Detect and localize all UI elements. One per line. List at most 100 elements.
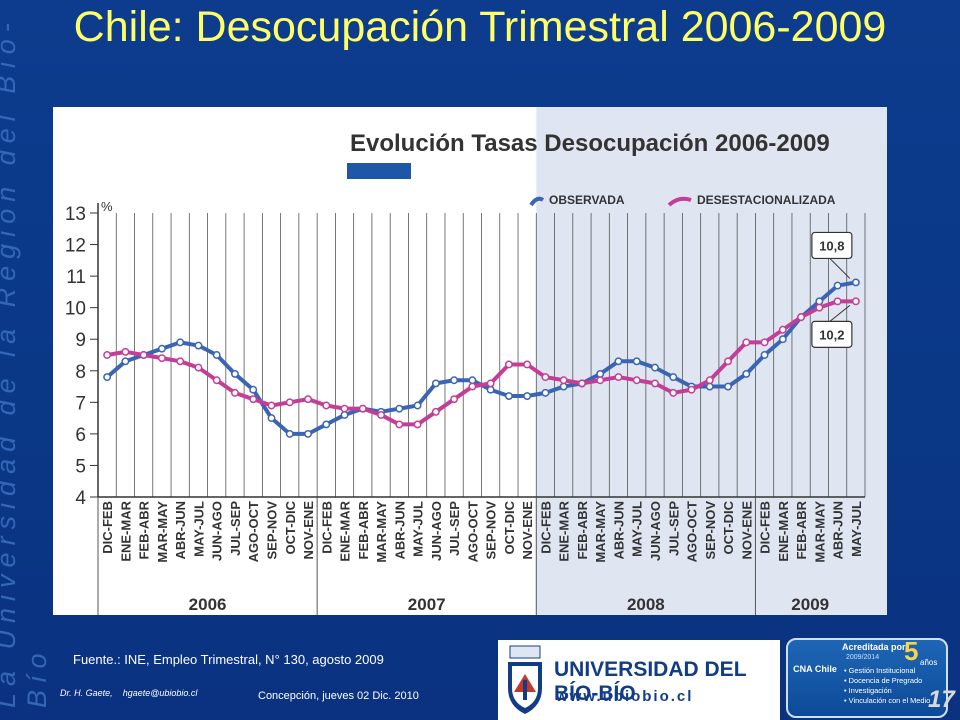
data-point <box>194 341 203 350</box>
x-tick-label: DIC-FEB <box>758 501 773 554</box>
x-tick-label: DIC-FEB <box>319 501 334 554</box>
accreditation-years: 5 <box>904 636 919 666</box>
y-tick-label: 9 <box>75 330 86 351</box>
data-point <box>742 369 751 378</box>
chart-svg: Evolución Tasas Desocupación 2006-2009 O… <box>65 107 887 615</box>
data-point <box>431 379 440 388</box>
data-point <box>249 385 258 394</box>
data-point <box>815 303 824 312</box>
data-point <box>157 344 166 353</box>
x-tick-label: JUL-SEP <box>666 501 681 556</box>
x-tick-label: NOV-ENE <box>520 501 535 560</box>
chart-legend: OBSERVADA DESESTACIONALIZADA <box>529 193 836 207</box>
legend-swatch-observada <box>529 196 545 207</box>
data-point <box>559 382 568 391</box>
data-point <box>486 385 495 394</box>
data-point <box>523 360 532 369</box>
y-tick-label: 6 <box>75 425 86 446</box>
accreditation-list: Gestión Institucional Docencia de Pregra… <box>844 666 931 706</box>
y-axis-label: % <box>101 199 113 214</box>
author-line: Dr. H. Gaete, hgaete@ubiobio.cl <box>60 688 197 698</box>
callout-leader <box>829 258 851 279</box>
year-group-label: 2009 <box>791 595 829 614</box>
data-point <box>705 382 714 391</box>
x-tick-label: FEB-ABR <box>137 500 152 559</box>
data-point <box>669 373 678 382</box>
x-tick-label: SEP-NOV <box>264 501 279 560</box>
x-tick-label: MAY-JUL <box>630 501 645 557</box>
legend-label-desestacionalizada: DESESTACIONALIZADA <box>697 193 836 207</box>
x-tick-label: NOV-ENE <box>301 501 316 560</box>
data-point <box>724 357 732 366</box>
x-tick-label: SEP-NOV <box>703 501 718 560</box>
year-group-label: 2008 <box>627 595 665 614</box>
x-tick-label: JUN-AGO <box>429 501 444 561</box>
x-tick-label: ABR-JUN <box>831 501 846 560</box>
data-point <box>833 281 842 290</box>
y-tick-label: 8 <box>75 362 86 383</box>
data-point <box>322 401 331 410</box>
data-point <box>596 376 605 385</box>
x-tick-label: JUN-AGO <box>648 501 663 561</box>
x-tick-label: DIC-FEB <box>100 501 115 554</box>
data-point <box>377 411 386 419</box>
x-tick-label: FEB-ABR <box>794 500 809 559</box>
accreditation-agency: CNA Chile <box>793 664 837 674</box>
data-point <box>577 379 586 388</box>
x-tick-label: ENE-MAR <box>557 500 572 561</box>
callout-label: 10,8 <box>819 238 844 253</box>
data-point <box>687 385 696 394</box>
data-point <box>651 379 659 388</box>
x-tick-label: MAR-MAY <box>593 501 608 563</box>
y-tick-label: 4 <box>75 488 86 509</box>
data-point <box>139 351 148 359</box>
accreditation-item: Gestión Institucional <box>844 666 930 676</box>
side-watermark-text: La Universidad de la Región del Bío-Bío <box>0 16 52 708</box>
data-point <box>304 395 312 404</box>
chart-container: Evolución Tasas Desocupación 2006-2009 O… <box>53 107 887 615</box>
data-point <box>358 404 367 413</box>
data-point <box>413 401 422 410</box>
data-point <box>304 429 312 438</box>
data-point <box>176 357 185 366</box>
data-point <box>815 297 824 306</box>
data-point <box>541 373 550 382</box>
slide-title: Chile: Desocupación Trimestral 2006-2009 <box>73 3 887 51</box>
data-point <box>322 420 331 429</box>
data-point <box>669 388 678 397</box>
data-point <box>212 376 221 385</box>
data-point <box>285 429 294 438</box>
data-point <box>340 404 349 413</box>
data-point <box>851 278 860 287</box>
university-name: UNIVERSIDAD DEL BÍO-BÍO <box>554 658 747 705</box>
x-tick-label: MAR-MAY <box>812 501 827 563</box>
data-point <box>231 388 239 397</box>
data-point <box>121 347 130 356</box>
x-tick-label: NOV-ENE <box>739 501 754 560</box>
callout-leader <box>829 304 851 322</box>
data-point <box>851 297 860 306</box>
callout-label: 10,2 <box>819 327 844 342</box>
data-point <box>778 325 787 334</box>
legend-label-observada: OBSERVADA <box>549 193 625 207</box>
x-tick-label: OCT-DIC <box>721 500 736 554</box>
accreditation-item: Investigación <box>844 686 930 696</box>
data-point <box>267 401 276 410</box>
x-tick-label: OCT-DIC <box>502 500 517 554</box>
author-email: hgaete@ubiobio.cl <box>122 688 198 698</box>
accreditation-years-label: años <box>920 658 938 667</box>
accreditation-badge: Acreditada por 5 años 2009/2014 CNA Chil… <box>786 636 948 718</box>
data-point <box>559 376 568 385</box>
y-tick-label: 11 <box>66 267 86 288</box>
data-point <box>778 335 787 344</box>
data-point <box>833 297 842 306</box>
x-tick-label: JUN-AGO <box>210 501 225 561</box>
accreditation-period: 2009/2014 <box>846 654 880 661</box>
data-point <box>797 313 806 322</box>
accreditation-item: Vinculación con el Medio <box>844 696 931 706</box>
data-point <box>541 388 550 397</box>
accreditation-item: Docencia de Pregrado <box>844 676 930 686</box>
data-point <box>157 354 166 363</box>
x-tick-label: DIC-FEB <box>538 501 553 554</box>
data-point <box>431 407 440 416</box>
